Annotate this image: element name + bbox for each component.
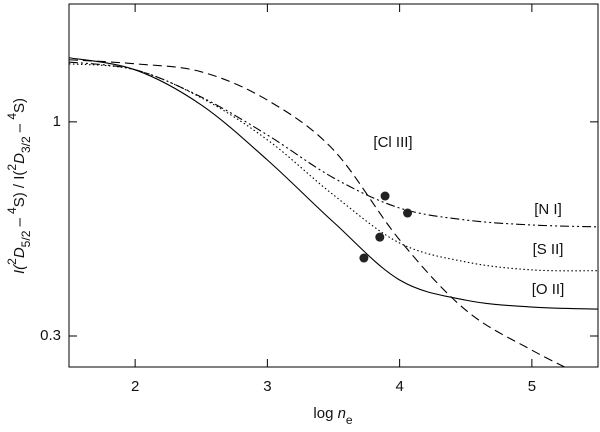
data-point (380, 191, 390, 201)
series-label: [S II] (533, 241, 564, 258)
y-axis-label: I(2D5/2 – 4S) / I(2D3/2 – 4S) (5, 98, 33, 274)
x-tick-label: 4 (395, 378, 403, 395)
series-line (69, 57, 598, 310)
y-label-part: S) / I( (11, 171, 28, 208)
series-label: [N I] (534, 201, 562, 218)
x-label-part: e (346, 413, 353, 427)
y-tick-label: 0.3 (40, 327, 61, 344)
series-line (69, 63, 598, 272)
x-tick-label: 3 (263, 378, 271, 395)
x-tick-label: 2 (131, 378, 139, 395)
series-label: [O II] (532, 281, 565, 298)
series-label: [Cl III] (373, 134, 412, 151)
plot-area (69, 57, 598, 367)
y-label-part: 2 (5, 164, 19, 171)
y-label-part: – (11, 120, 28, 137)
y-label-part: 4 (5, 113, 19, 120)
x-label-part: n (338, 405, 346, 422)
data-point (403, 208, 413, 218)
x-label-part: log (313, 405, 337, 422)
data-point (359, 253, 369, 263)
y-label-part: S) (11, 98, 28, 113)
series-line (69, 59, 566, 367)
series-line (69, 61, 598, 228)
y-label-part: 2 (5, 258, 19, 265)
y-label-part: I( (11, 263, 28, 274)
x-axis-label: log ne (313, 405, 353, 427)
x-tick-label: 5 (528, 378, 536, 395)
plot-frame (68, 3, 599, 368)
y-label-part: – (11, 214, 28, 231)
y-label-part: 5/2 (19, 230, 33, 247)
y-label-part: D (11, 247, 28, 258)
data-point (375, 232, 385, 242)
y-tick-label: 1 (53, 113, 61, 130)
y-label-part: 4 (5, 207, 19, 214)
y-label-part: D (11, 153, 28, 164)
y-label-part: 3/2 (19, 136, 33, 153)
